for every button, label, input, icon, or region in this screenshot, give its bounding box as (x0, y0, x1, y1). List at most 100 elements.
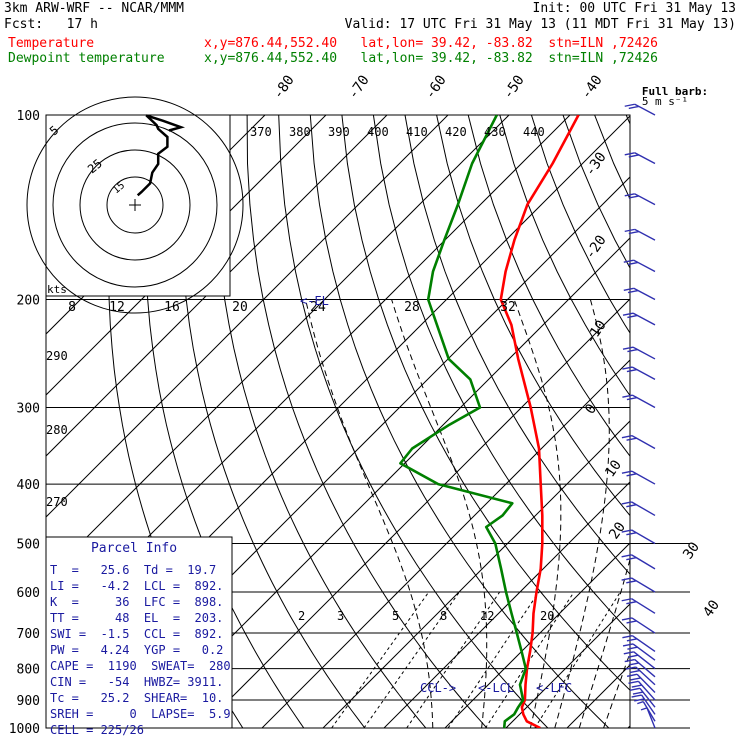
wind-barb-staff (634, 228, 656, 241)
wind-barb-flag (628, 105, 639, 110)
wind-barb-flag (626, 396, 638, 401)
parcel-info-row: PW = 4.24 YGP = 0.2 (50, 643, 223, 657)
wind-barb-flag (622, 643, 634, 647)
mixing-ratio-label: 3 (337, 609, 344, 623)
wind-barb-flag (626, 556, 637, 561)
barb-legend-units: 5 m s⁻¹ (642, 95, 688, 108)
wind-barb-flag (628, 154, 639, 158)
parcel-info-row: T = 25.6 Td = 19.7 (50, 563, 216, 577)
parcel-info-row: K = 36 LFC = 898. (50, 595, 223, 609)
wind-barb-staff (642, 701, 656, 722)
wind-barb-flag (626, 600, 637, 605)
wind-barb-flag (622, 394, 633, 398)
wind-barb-staff (633, 259, 656, 273)
wind-barb-flag (621, 501, 632, 505)
wind-barb (628, 680, 656, 701)
theta-label: 440 (523, 125, 545, 139)
wind-barb (623, 259, 656, 273)
wind-barb-staff (637, 680, 656, 701)
dry-adiabat-line (179, 115, 366, 728)
dry-adiabat-line (372, 115, 630, 633)
wind-barb-flag (631, 684, 642, 688)
hodograph-ring (79, 149, 191, 261)
wind-barb-flag (623, 651, 634, 655)
legend-dewpoint-name: Dewpoint temperature (8, 51, 165, 66)
level-label-lcl: <-LCL (478, 681, 514, 695)
hodograph-ring (26, 96, 244, 314)
wind-barb-flag (623, 287, 634, 291)
hodograph-speed-label: 8 (68, 300, 76, 315)
wind-barb-flag (622, 346, 634, 350)
wind-barb-flag (624, 193, 635, 197)
wind-barb-flag (624, 152, 635, 156)
mixing-ratio-line (363, 591, 460, 728)
wind-barb (621, 470, 656, 485)
wind-barb-flag (627, 261, 639, 266)
wind-barb (624, 103, 656, 116)
wind-barb-flag (626, 368, 638, 373)
moist-adiabat-line (305, 299, 434, 728)
isotherm-line (46, 115, 449, 518)
wind-barb-staff (632, 366, 656, 381)
theta-label: 410 (406, 125, 428, 139)
pressure-tick-label: 1000 (9, 722, 40, 737)
wind-barb-flag (624, 658, 635, 663)
moist-adiabat-line (603, 651, 630, 728)
wind-barb-flag (626, 620, 637, 624)
hodograph-speed-label: 32 (500, 300, 516, 315)
wind-barb (622, 346, 656, 360)
parcel-info-row: CIN = -54 HWBZ= 3911. (50, 675, 223, 689)
wind-barb (622, 312, 656, 326)
wind-barb-staff (631, 598, 656, 614)
level-label-lfc: <-LFC (536, 681, 572, 695)
wind-barb-staff (631, 577, 656, 593)
theta-label: 430 (484, 125, 506, 139)
wind-barb-flag (626, 580, 637, 584)
wind-barb-staff (632, 394, 656, 409)
dry-adiabat-line (658, 115, 740, 728)
mixing-ratio-label: 5 (392, 609, 399, 623)
isotherm-line (627, 725, 630, 728)
wind-barb (622, 635, 656, 652)
wind-barb-staff (641, 694, 656, 715)
wind-barb-flag (627, 348, 638, 353)
wind-barb-staff (631, 435, 656, 450)
wind-barb-flag (627, 289, 639, 294)
dry-adiabat-line (404, 115, 630, 575)
hodograph-speed-label: 20 (232, 300, 248, 315)
hodograph-speed-label: 12 (109, 300, 125, 315)
wind-barb-staff (631, 617, 656, 634)
wind-barb (629, 687, 656, 708)
valid-time: Valid: 17 UTC Fri 31 May 13 (11 MDT Fri … (344, 17, 736, 32)
level-label-el: <-EL (300, 294, 329, 308)
wind-barb-flag (626, 437, 637, 441)
isotherm-line (261, 359, 630, 728)
wind-barb (621, 529, 656, 545)
moist-adiabat-line (578, 557, 630, 728)
moist-adiabat-line (391, 299, 488, 728)
wind-barb (624, 228, 656, 241)
dry-adiabat-line (562, 115, 630, 270)
wind-barb-flag (626, 532, 637, 536)
wind-barb (623, 651, 656, 670)
pressure-tick-label: 800 (17, 663, 40, 678)
theta-label: 280 (46, 423, 68, 437)
wind-barb-staff (633, 651, 656, 670)
wind-barb-flag (622, 312, 634, 316)
wind-barb (624, 658, 656, 678)
wind-barb-staff (634, 193, 656, 206)
wind-barb (621, 434, 656, 450)
isotherm-label: -50 (500, 72, 528, 102)
pressure-tick-label: 100 (17, 109, 40, 124)
wind-barb-staff (631, 470, 656, 485)
hodograph-speed-label: 24 (310, 300, 326, 315)
wind-barb-staff (632, 312, 656, 326)
wind-barb (622, 366, 656, 381)
profile-temperature (499, 115, 580, 728)
wind-barb-flag (627, 654, 639, 658)
theta-label: 270 (46, 495, 68, 509)
wind-barb-staff (632, 346, 656, 360)
isotherm-line (200, 298, 630, 728)
isotherm-label: 20 (606, 519, 629, 542)
wind-barb-staff (635, 666, 656, 686)
